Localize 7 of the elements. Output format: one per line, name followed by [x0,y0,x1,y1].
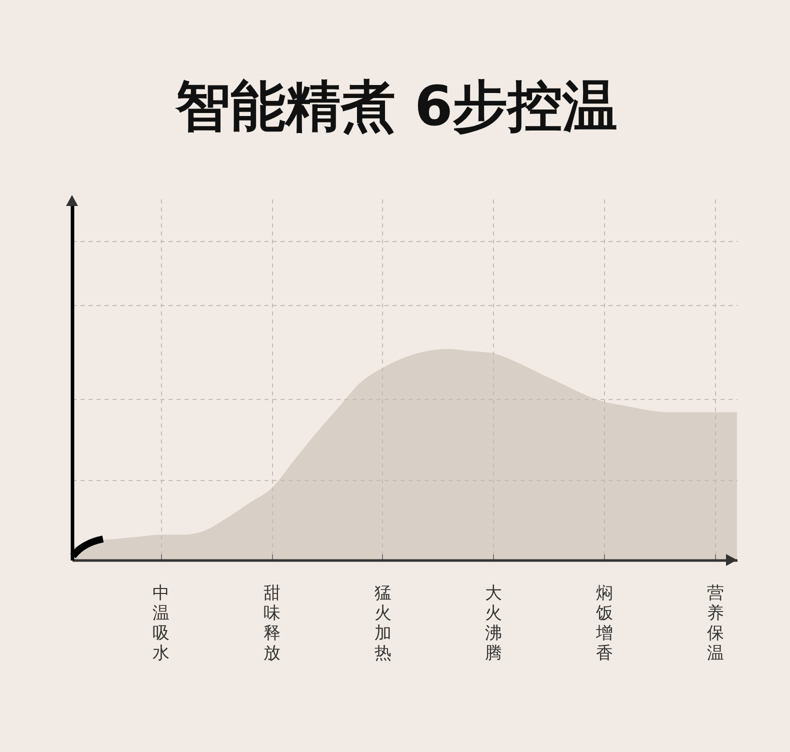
x-tick-label: 中温吸水 [152,584,170,664]
chart-title: 智能精煮 6步控温 [174,74,618,138]
x-tick-label: 焖饭增香 [595,584,613,664]
x-tick-label: 大火沸腾 [485,584,502,664]
x-tick-label: 营养保温 [706,584,724,664]
x-tick-label: 甜味释放 [264,584,280,664]
x-tick-label: 猛火加热 [374,584,392,664]
